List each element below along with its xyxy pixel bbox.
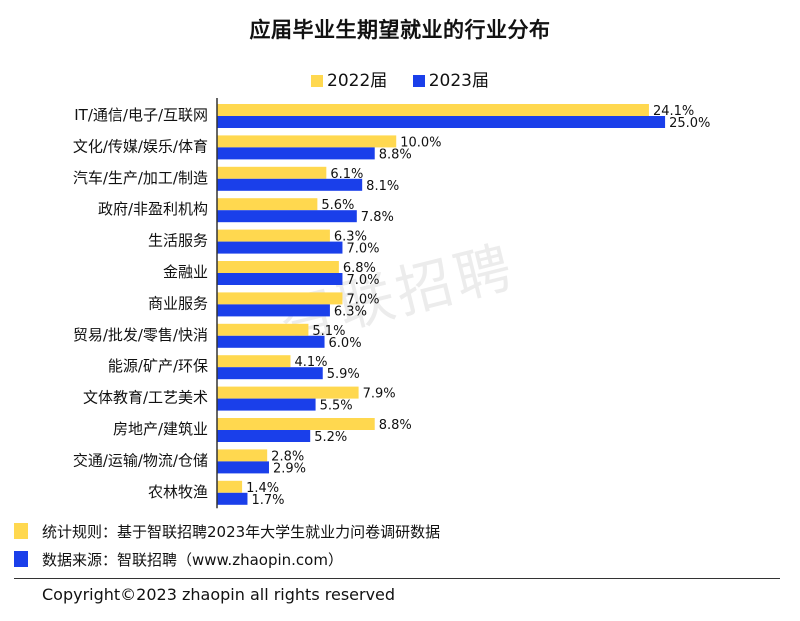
bar-2022届-交通-运输-物流-仓储	[217, 449, 268, 462]
data-label: 10.0%	[400, 135, 441, 150]
data-label: 7.0%	[346, 273, 379, 288]
bar-2023届-生活服务	[217, 241, 343, 254]
legend-swatch-2022	[311, 75, 324, 87]
category-label: 文化/传媒/娱乐/体育	[73, 137, 208, 155]
bar-2022届-商业服务	[217, 292, 343, 305]
data-label: 6.3%	[334, 304, 367, 319]
legend-item-2023: 2023届	[412, 66, 489, 91]
note-swatch-yellow	[14, 523, 28, 539]
bar-2023届-文体教育-工艺美术	[217, 398, 316, 411]
category-label: 交通/运输/物流/仓储	[73, 451, 208, 469]
bar-2022届-金融业	[217, 261, 339, 273]
category-label: 生活服务	[148, 232, 208, 250]
bar-2022届-汽车-生产-加工-制造	[217, 166, 327, 179]
legend-label-2022: 2022届	[327, 71, 388, 91]
data-label: 6.3%	[334, 230, 367, 245]
data-label: 5.6%	[321, 198, 354, 213]
data-label: 24.1%	[653, 104, 694, 119]
bar-2022届-IT-通信-电子-互联网	[217, 104, 649, 116]
category-label: 农林牧渔	[148, 483, 208, 501]
data-label: 8.8%	[379, 147, 412, 162]
data-label: 5.1%	[312, 324, 345, 339]
copyright-text: Copyright©2023 zhaopin all rights reserv…	[42, 585, 396, 604]
legend-swatch-2023	[412, 75, 425, 87]
category-label: 金融业	[163, 263, 208, 281]
data-label: 7.0%	[346, 242, 379, 257]
bar-2022届-文体教育-工艺美术	[217, 386, 359, 399]
data-label: 7.8%	[361, 210, 394, 225]
bar-2023届-房地产-建筑业	[217, 430, 311, 442]
data-label: 5.9%	[327, 367, 360, 382]
bar-chart: IT/通信/电子/互联网 24.1%25.0%文化/传媒/娱乐/体育 10.0%8.…	[73, 98, 710, 509]
data-label: 1.4%	[246, 481, 279, 496]
data-label: 25.0%	[669, 116, 710, 131]
data-label: 6.8%	[343, 261, 376, 276]
bar-2022届-文化-传媒-娱乐-体育	[217, 135, 397, 148]
data-label: 5.2%	[314, 430, 347, 445]
note-data-source: 数据来源：智联招聘（www.zhaopin.com）	[14, 546, 440, 574]
bar-2022届-政府-非盈利机构	[217, 198, 318, 211]
category-label: 贸易/批发/零售/快消	[73, 326, 208, 344]
footer-divider	[14, 578, 780, 579]
bar-2022届-房地产-建筑业	[217, 418, 375, 430]
legend-item-2022: 2022届	[311, 66, 387, 91]
data-label: 4.1%	[294, 355, 327, 370]
data-label: 5.5%	[320, 399, 353, 414]
category-label: IT/通信/电子/互联网	[74, 106, 208, 124]
data-label: 8.1%	[366, 179, 399, 194]
bar-2023届-农林牧渔	[217, 492, 248, 505]
note-stat-rule-text: 统计规则：基于智联招聘2023年大学生就业力问卷调研数据	[42, 523, 441, 541]
category-label: 商业服务	[148, 294, 208, 312]
category-label: 汽车/生产/加工/制造	[73, 169, 208, 187]
bar-2023届-交通-运输-物流-仓储	[217, 461, 269, 474]
bar-2023届-文化-传媒-娱乐-体育	[217, 147, 375, 160]
bar-2023届-商业服务	[217, 304, 330, 317]
bar-2023届-金融业	[217, 273, 343, 285]
bar-2023届-IT-通信-电子-互联网	[217, 116, 666, 128]
data-label: 6.0%	[329, 336, 362, 351]
category-label: 文体教育/工艺美术	[83, 389, 208, 407]
bar-2022届-能源-矿产-环保	[217, 355, 291, 368]
chart-title: 应届毕业生期望就业的行业分布	[249, 18, 551, 42]
legend-label-2023: 2023届	[428, 71, 489, 91]
note-stat-rule: 统计规则：基于智联招聘2023年大学生就业力问卷调研数据	[14, 518, 440, 546]
data-label: 2.8%	[271, 449, 304, 464]
note-data-source-text: 数据来源：智联招聘（www.zhaopin.com）	[42, 551, 343, 569]
data-label: 2.9%	[273, 461, 306, 476]
bar-2022届-农林牧渔	[217, 480, 243, 493]
bar-2023届-能源-矿产-环保	[217, 367, 323, 380]
note-swatch-blue	[14, 551, 28, 567]
data-label: 7.9%	[363, 387, 396, 402]
data-label: 1.7%	[251, 493, 284, 508]
data-label: 8.8%	[379, 418, 412, 433]
data-label: 6.1%	[330, 167, 363, 182]
chart-legend: 2022届 2023届	[0, 66, 800, 91]
bar-2023届-政府-非盈利机构	[217, 210, 357, 223]
category-label: 能源/矿产/环保	[108, 357, 208, 375]
data-label: 7.0%	[346, 292, 379, 307]
bar-2022届-生活服务	[217, 229, 330, 242]
bar-2023届-贸易-批发-零售-快消	[217, 335, 325, 348]
bar-2023届-汽车-生产-加工-制造	[217, 178, 363, 191]
category-label: 房地产/建筑业	[113, 420, 208, 438]
chart-notes: 统计规则：基于智联招聘2023年大学生就业力问卷调研数据 数据来源：智联招聘（w…	[14, 518, 440, 574]
category-label: 政府/非盈利机构	[98, 200, 208, 218]
bar-2022届-贸易-批发-零售-快消	[217, 323, 309, 336]
